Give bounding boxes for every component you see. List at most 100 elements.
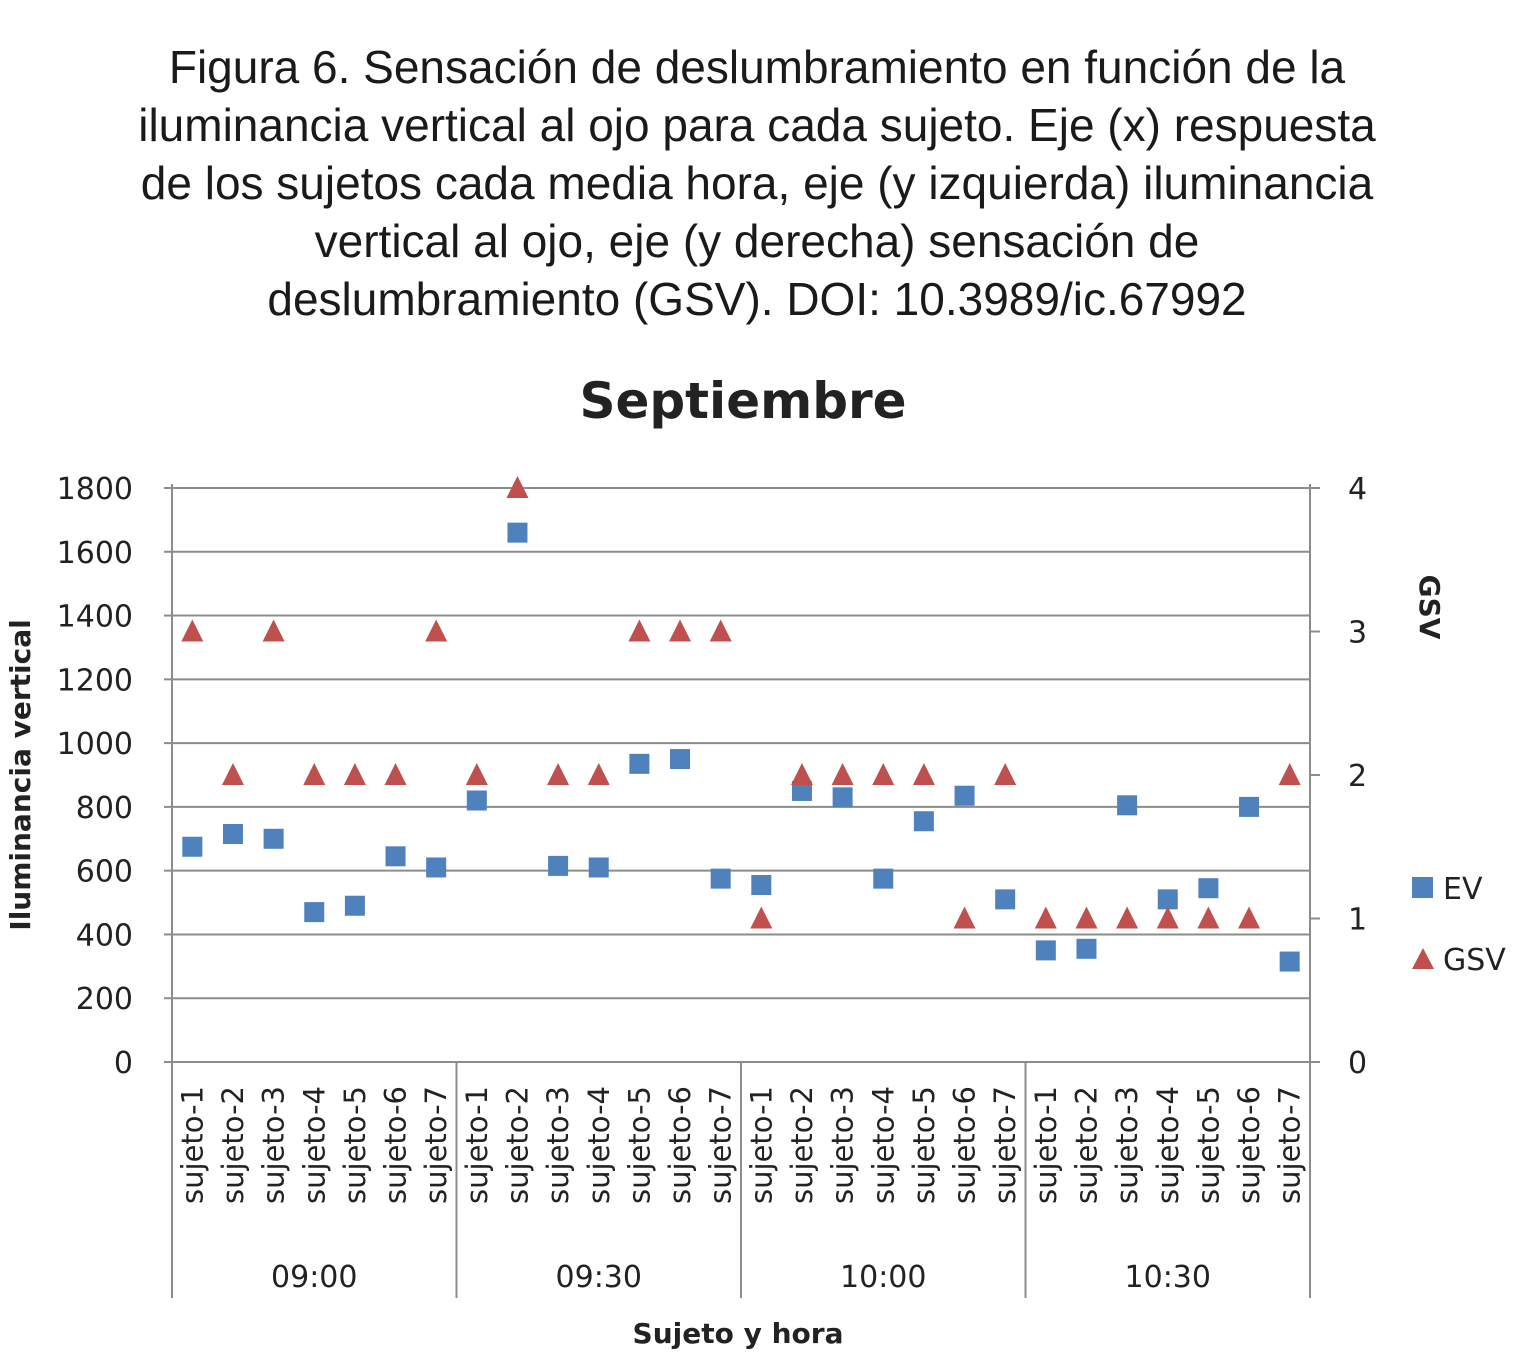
legend-marker-ev — [1412, 877, 1433, 898]
x-tick-label: sujeto-7 — [988, 1086, 1022, 1204]
gsv-point — [709, 619, 732, 642]
ev-point — [466, 790, 487, 811]
group-label: 09:30 — [556, 1260, 642, 1295]
gsv-point — [425, 619, 448, 642]
group-label: 10:30 — [1125, 1260, 1211, 1295]
ev-point — [304, 902, 325, 923]
gsv-point — [587, 763, 610, 785]
gsv-point — [790, 763, 813, 785]
x-tick-label: sujeto-2 — [216, 1086, 250, 1204]
x-tick-label: sujeto-5 — [338, 1086, 372, 1204]
y-tick-label: 1200 — [57, 663, 133, 698]
y-tick-label: 1800 — [57, 472, 133, 507]
ev-point — [588, 857, 609, 878]
gsv-point — [384, 763, 407, 785]
y-tick-label: 1600 — [57, 536, 133, 571]
gsv-point — [1278, 763, 1301, 785]
caption-line: vertical al ojo, eje (y derecha) sensaci… — [314, 215, 1200, 267]
group-label: 09:00 — [271, 1260, 357, 1295]
x-tick-label: sujeto-7 — [419, 1086, 453, 1204]
gsv-point — [831, 763, 854, 785]
ev-point — [913, 811, 934, 832]
y-tick-label: 1400 — [57, 600, 133, 635]
y-tick-label: 0 — [114, 1046, 133, 1081]
ev-point — [791, 780, 812, 801]
ev-point — [710, 868, 731, 889]
y2-tick-label: 2 — [1348, 759, 1367, 794]
x-tick-label: sujeto-1 — [460, 1086, 494, 1204]
y-tick-label: 600 — [76, 855, 133, 890]
gsv-point — [547, 763, 570, 785]
ev-point — [1239, 796, 1260, 817]
ev-point — [1035, 940, 1056, 961]
gsv-point — [303, 763, 326, 785]
ev-point — [670, 749, 691, 770]
ev-point — [344, 895, 365, 916]
x-tick-label: sujeto-2 — [785, 1086, 819, 1204]
ev-point — [629, 753, 650, 774]
ev-point — [873, 868, 894, 889]
x-tick-label: sujeto-6 — [1232, 1086, 1266, 1204]
x-tick-label: sujeto-6 — [948, 1086, 982, 1204]
ev-point — [426, 857, 447, 878]
gsv-point — [343, 763, 366, 785]
legend-label-gsv: GSV — [1443, 943, 1506, 978]
left-axis-ticks: 0 200 400 600 800 1000 1200 1400 1600 1800 — [57, 472, 172, 1081]
gsv-point — [262, 619, 285, 642]
axes — [171, 484, 1311, 1063]
caption-line: Figura 6. Sensación de deslumbramiento e… — [168, 41, 1346, 93]
figure-caption: Figura 6. Sensación de deslumbramiento e… — [40, 38, 1474, 328]
gsv-point — [912, 763, 935, 785]
gsv-point — [994, 763, 1017, 785]
caption-line: de los sujetos cada media hora, eje (y i… — [140, 157, 1374, 209]
legend-label-ev: EV — [1443, 872, 1483, 907]
y2-tick-label: 4 — [1348, 472, 1367, 507]
gsv-point — [506, 476, 529, 498]
gsv-point — [1034, 906, 1057, 929]
ev-point — [954, 785, 975, 806]
caption-line: deslumbramiento (GSV). DOI: 10.3989/ic.6… — [267, 273, 1247, 325]
gsv-point — [669, 619, 692, 642]
ev-point — [751, 875, 772, 896]
ev-point — [1279, 951, 1300, 972]
ev-point — [995, 889, 1016, 910]
ev-point — [182, 836, 203, 857]
gsv-point — [181, 619, 204, 642]
y2-tick-label: 3 — [1348, 616, 1367, 651]
x-tick-label: sujeto-6 — [663, 1086, 697, 1204]
x-tick-label: sujeto-2 — [1069, 1086, 1103, 1204]
ev-point — [832, 787, 853, 808]
ev-point — [548, 855, 569, 876]
gsv-point — [750, 906, 773, 929]
ev-point — [1198, 878, 1219, 899]
gsv-point — [1238, 906, 1261, 929]
ev-point — [385, 846, 406, 867]
legend-marker-gsv — [1412, 948, 1434, 969]
x-tick-label: sujeto-1 — [1029, 1086, 1063, 1204]
x-tick-label: sujeto-4 — [297, 1086, 331, 1204]
gsv-point — [872, 763, 895, 785]
x-tick-label: sujeto-5 — [622, 1086, 656, 1204]
group-label: 10:00 — [840, 1260, 926, 1295]
ev-point — [1076, 938, 1097, 959]
ev-point — [507, 522, 528, 543]
x-tick-label: sujeto-1 — [175, 1086, 209, 1204]
y-tick-label: 800 — [76, 791, 133, 826]
x-tick-label: sujeto-6 — [379, 1086, 413, 1204]
x-tick-label: sujeto-4 — [866, 1086, 900, 1204]
x-tick-label: sujeto-7 — [1273, 1086, 1307, 1204]
y-tick-label: 400 — [76, 918, 133, 953]
x-tick-label: sujeto-5 — [1191, 1086, 1225, 1204]
gsv-point — [465, 763, 488, 785]
gsv-point — [1197, 906, 1220, 929]
gsv-point — [953, 906, 976, 929]
x-tick-label: sujeto-3 — [257, 1086, 291, 1204]
ev-point — [263, 828, 284, 849]
y-tick-label: 200 — [76, 982, 133, 1017]
x-tick-label: sujeto-3 — [1110, 1086, 1144, 1204]
y2-axis-label: GSV — [1413, 575, 1446, 640]
x-tick-label: sujeto-3 — [826, 1086, 860, 1204]
x-tick-label: sujeto-3 — [541, 1086, 575, 1204]
gsv-point — [1116, 906, 1139, 929]
